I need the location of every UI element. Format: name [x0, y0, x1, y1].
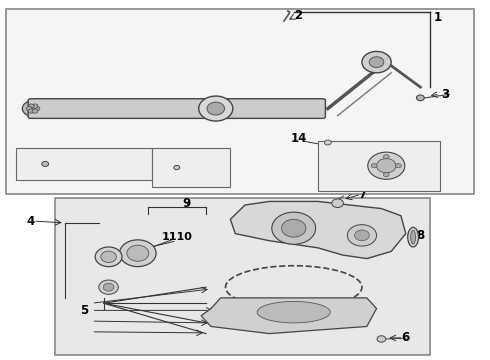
Circle shape	[416, 95, 424, 101]
Text: 3: 3	[441, 88, 449, 101]
Text: 16: 16	[183, 165, 199, 177]
Ellipse shape	[127, 245, 149, 261]
Ellipse shape	[408, 227, 418, 247]
Polygon shape	[201, 298, 376, 334]
Circle shape	[42, 161, 49, 166]
Text: 1110: 1110	[161, 232, 192, 242]
Circle shape	[362, 51, 391, 73]
Polygon shape	[230, 202, 406, 258]
Ellipse shape	[411, 230, 416, 244]
Text: 13: 13	[402, 157, 419, 170]
Text: 6: 6	[402, 332, 410, 345]
Circle shape	[347, 225, 376, 246]
Circle shape	[174, 165, 180, 170]
Ellipse shape	[99, 280, 118, 294]
Text: 1: 1	[433, 11, 441, 24]
Circle shape	[282, 219, 306, 237]
Circle shape	[26, 107, 32, 111]
Circle shape	[395, 163, 401, 168]
Text: 2: 2	[294, 9, 303, 22]
Circle shape	[383, 155, 389, 159]
FancyBboxPatch shape	[318, 141, 440, 191]
Circle shape	[28, 104, 34, 108]
Text: 8: 8	[416, 229, 424, 242]
Circle shape	[332, 199, 343, 207]
FancyBboxPatch shape	[28, 99, 325, 118]
Text: 4: 4	[26, 215, 35, 228]
Ellipse shape	[101, 251, 116, 262]
Circle shape	[369, 57, 384, 67]
Circle shape	[207, 102, 224, 115]
Circle shape	[371, 163, 377, 168]
Circle shape	[34, 107, 40, 111]
Circle shape	[383, 172, 389, 177]
Circle shape	[28, 109, 34, 113]
Circle shape	[272, 212, 316, 244]
Ellipse shape	[257, 301, 330, 323]
Circle shape	[199, 96, 233, 121]
Circle shape	[32, 109, 38, 113]
Circle shape	[23, 101, 44, 116]
Circle shape	[376, 158, 396, 173]
FancyBboxPatch shape	[152, 148, 230, 187]
FancyBboxPatch shape	[55, 198, 430, 355]
Circle shape	[355, 230, 369, 241]
Circle shape	[377, 336, 386, 342]
Ellipse shape	[103, 283, 114, 291]
Ellipse shape	[95, 247, 122, 267]
Ellipse shape	[120, 240, 156, 267]
FancyBboxPatch shape	[16, 148, 152, 180]
Circle shape	[324, 140, 331, 145]
Text: 12: 12	[130, 107, 146, 120]
Text: 9: 9	[182, 197, 191, 210]
Text: 7: 7	[358, 188, 366, 201]
Circle shape	[368, 152, 405, 179]
Circle shape	[32, 104, 38, 108]
Text: 5: 5	[80, 304, 88, 317]
Text: 15: 15	[56, 165, 73, 177]
Text: 14: 14	[291, 132, 307, 145]
FancyBboxPatch shape	[6, 9, 474, 194]
